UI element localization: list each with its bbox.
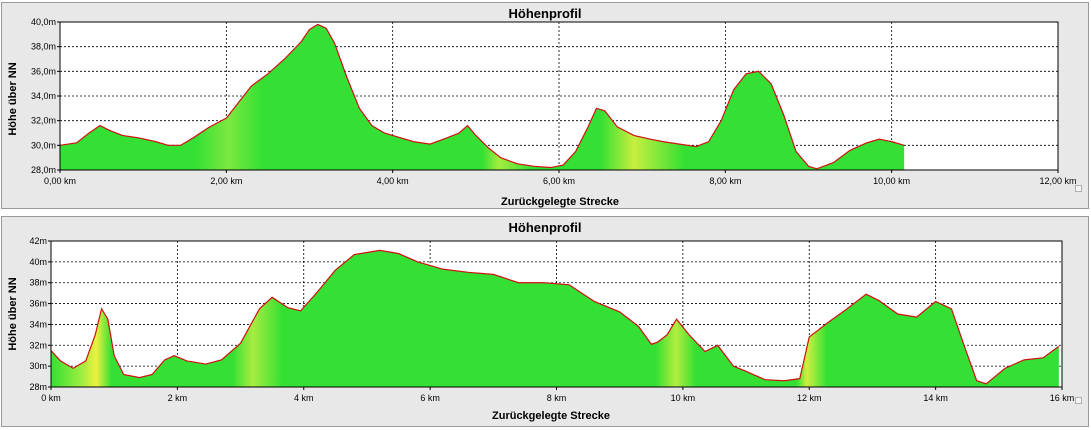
elevation-area	[60, 24, 905, 170]
y-tick-label: 32m	[29, 340, 47, 350]
y-tick-label: 42m	[29, 236, 47, 246]
y-tick-label: 34m	[29, 319, 47, 329]
y-tick-label: 34,0m	[31, 91, 56, 101]
scroll-handle-right-1[interactable]	[1075, 185, 1082, 192]
y-tick-label: 32,0m	[31, 116, 56, 126]
y-tick-label: 40m	[29, 257, 47, 267]
x-tick-label: 4,00 km	[377, 176, 409, 186]
y-tick-label: 38,0m	[31, 42, 56, 52]
x-tick-label: 8 km	[547, 393, 567, 403]
elevation-area	[51, 250, 1059, 387]
y-tick-label: 30,0m	[31, 140, 56, 150]
x-tick-label: 16 km	[1050, 393, 1075, 403]
y-tick-label: 30m	[29, 361, 47, 371]
x-tick-label: 6 km	[420, 393, 440, 403]
elevation-line	[50, 249, 1060, 385]
y-tick-label: 36,0m	[31, 66, 56, 76]
x-tick-label: 0,00 km	[44, 176, 76, 186]
x-tick-label: 2 km	[168, 393, 188, 403]
x-tick-label: 14 km	[923, 393, 948, 403]
elevation-line	[59, 23, 905, 170]
x-axis-label-1: Zurückgelegte Strecke	[501, 196, 619, 208]
y-axis-label-2: Höhe über NN	[7, 277, 19, 350]
x-tick-label: 2,00 km	[210, 176, 242, 186]
chart-title-2: Höhenprofil	[508, 220, 582, 235]
x-tick-label: 12 km	[797, 393, 822, 403]
x-tick-label: 4 km	[294, 393, 314, 403]
x-tick-label: 8,00 km	[709, 176, 741, 186]
y-tick-label: 28,0m	[31, 165, 56, 175]
x-axis-label-2: Zurückgelegte Strecke	[492, 410, 610, 422]
x-tick-label: 6,00 km	[543, 176, 575, 186]
y-tick-label: 38m	[29, 278, 47, 288]
x-tick-label: 10,00 km	[873, 176, 910, 186]
x-tick-label: 10 km	[671, 393, 696, 403]
y-axis-label-1: Höhe über NN	[7, 62, 19, 135]
y-tick-label: 40,0m	[31, 17, 56, 27]
y-tick-label: 36m	[29, 299, 47, 309]
y-tick-label: 28m	[29, 382, 47, 392]
scroll-handle-right-2[interactable]	[1075, 397, 1082, 404]
x-tick-label: 12,00 km	[1039, 176, 1076, 186]
x-tick-label: 0 km	[41, 393, 61, 403]
elevation-chart-1: 28,0m 30,0m 32,0m 34,0m 36,0m 38,0m 40,0m 0,00 …	[31, 17, 1077, 186]
chart-title-1: Höhenprofil	[508, 6, 582, 21]
elevation-chart-2: 28m 30m 32m 34m 36m 38m 40m 42m 0 km 2 km 4 km 6 km…	[29, 236, 1074, 403]
